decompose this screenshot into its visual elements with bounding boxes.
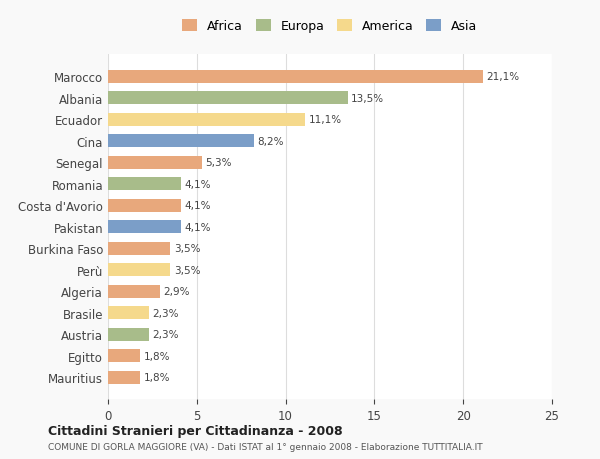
Text: 2,3%: 2,3% (152, 308, 179, 318)
Bar (108, 92, 348, 105)
Bar (108, 328, 149, 341)
Bar (108, 221, 181, 234)
Bar (108, 242, 170, 255)
Bar (108, 199, 181, 212)
Bar (108, 349, 140, 362)
Bar (108, 371, 140, 384)
Text: 5,3%: 5,3% (206, 158, 232, 168)
Bar (108, 135, 254, 148)
Text: 11,1%: 11,1% (308, 115, 342, 125)
Legend: Africa, Europa, America, Asia: Africa, Europa, America, Asia (179, 17, 481, 37)
Bar (108, 307, 149, 319)
Text: 2,3%: 2,3% (152, 330, 179, 339)
Bar (108, 285, 160, 298)
Text: 3,5%: 3,5% (174, 244, 200, 254)
Text: 3,5%: 3,5% (174, 265, 200, 275)
Bar (108, 263, 170, 276)
Text: COMUNE DI GORLA MAGGIORE (VA) - Dati ISTAT al 1° gennaio 2008 - Elaborazione TUT: COMUNE DI GORLA MAGGIORE (VA) - Dati IST… (48, 442, 482, 451)
Text: 2,9%: 2,9% (163, 286, 190, 297)
Bar (108, 71, 483, 84)
Text: 4,1%: 4,1% (184, 222, 211, 232)
Bar (108, 178, 181, 191)
Text: 1,8%: 1,8% (143, 351, 170, 361)
Text: 4,1%: 4,1% (184, 201, 211, 211)
Bar (108, 113, 305, 127)
Bar (108, 157, 202, 169)
Text: 21,1%: 21,1% (486, 72, 520, 82)
Text: 13,5%: 13,5% (352, 94, 385, 104)
Text: 8,2%: 8,2% (257, 136, 284, 146)
Text: 4,1%: 4,1% (184, 179, 211, 189)
Text: Cittadini Stranieri per Cittadinanza - 2008: Cittadini Stranieri per Cittadinanza - 2… (48, 424, 343, 437)
Text: 1,8%: 1,8% (143, 372, 170, 382)
